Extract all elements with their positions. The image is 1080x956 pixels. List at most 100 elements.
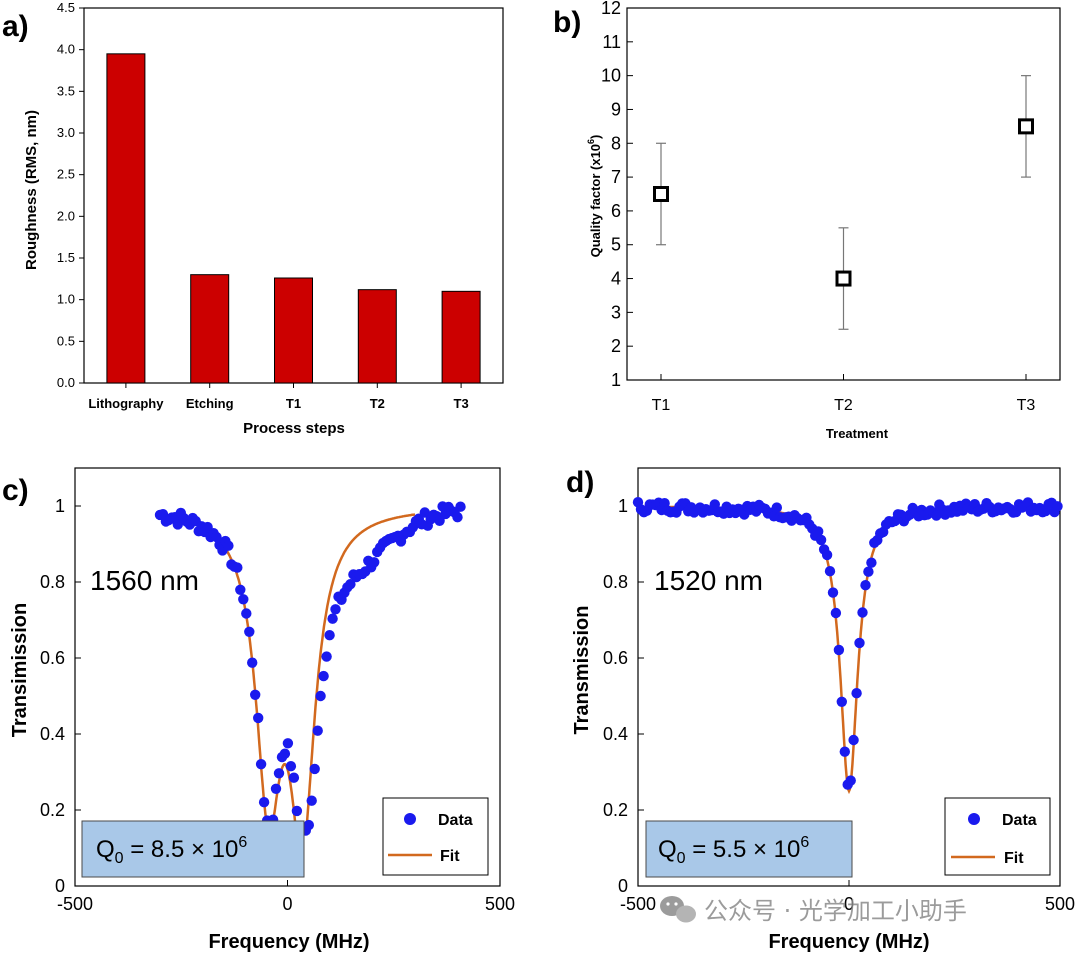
panel-d-q-value: Q0 = 5.5 × 106 — [658, 834, 809, 867]
panel-d-x-tick-label: 500 — [1045, 894, 1075, 914]
panel-d-data-point — [851, 688, 862, 699]
panel-a-y-tick-label: 0.5 — [57, 333, 75, 348]
panel-a-bar-lithography — [106, 53, 146, 384]
panel-a-y-tick-label: 2.0 — [57, 208, 75, 223]
panel-c-data-point — [255, 759, 267, 770]
panel-c-q-symbol: Q — [96, 836, 115, 863]
panel-d-data-point — [854, 637, 865, 649]
panel-b-y-title-main: Quality factor (x10 — [588, 144, 603, 257]
panel-c-data-point — [250, 689, 261, 700]
panel-b-y-tick-label: 9 — [611, 99, 621, 119]
panel-c-legend-data: Data — [438, 812, 473, 829]
panel-d-q-symbol: Q — [658, 836, 677, 863]
panel-c-data-point — [282, 738, 294, 749]
panel-d-data-point — [836, 696, 847, 707]
panel-a-y-tick-label: 1.5 — [57, 250, 75, 265]
panel-c-data-point — [321, 651, 332, 662]
panel-c-data-point — [345, 579, 356, 590]
panel-b-y-title: Quality factor (x106) — [586, 135, 603, 258]
panel-a-x-axis: Lithography Etching T1 T2 T3 — [88, 383, 469, 411]
panel-c-q-value: Q0 = 8.5 × 106 — [96, 834, 247, 867]
panel-a-y-tick-label: 4.0 — [57, 42, 75, 57]
panel-a-y-tick-label: 4.5 — [57, 0, 75, 15]
panel-c-x-title: Frequency (MHz) — [208, 931, 369, 953]
panel-c: c) 00.20.40.60.81-500 0 500 1560 nm Q0 = 8… — [2, 467, 515, 953]
panel-a: a) 0.0 0.5 1.0 1.5 2.0 2.5 3.0 3.5 4.0 4.5 Lithog… — [2, 0, 504, 437]
panel-c-y-tick-label: 0.6 — [40, 648, 65, 668]
panel-d-y-tick-label: 0.6 — [603, 648, 628, 668]
panel-c-data-point — [318, 670, 329, 682]
panel-c-data-point — [279, 748, 291, 759]
panel-b-y-title-exp: 6 — [586, 139, 596, 144]
panel-c-data-point — [211, 531, 222, 543]
panel-c-q-box — [81, 820, 305, 878]
panel-d-legend-data-marker — [968, 813, 980, 825]
panel-c-x-tick-label: 500 — [485, 894, 515, 914]
panel-c-data-point — [303, 819, 314, 831]
panel-d-label: d) — [566, 466, 594, 499]
wechat-icon — [660, 896, 696, 923]
panel-d-legend-box — [944, 797, 1051, 876]
panel-c-data-point — [306, 795, 317, 806]
panel-c-q-sub: 0 — [115, 850, 124, 867]
panel-d-q-sub: 0 — [677, 850, 686, 867]
panel-d-x-tick-label: 0 — [844, 894, 854, 914]
panel-b-y-tick-label: 8 — [611, 133, 621, 153]
panel-d-data-dots — [632, 497, 1063, 790]
panel-b-y-tick-label: 6 — [611, 201, 621, 221]
panel-a-x-tick-label: Etching — [186, 396, 234, 411]
panel-c-data-point — [235, 584, 246, 595]
panel-c-data-point — [241, 608, 252, 619]
panel-c-data-point — [327, 613, 338, 624]
panel-c-data-point — [312, 725, 323, 736]
panel-c-data-point — [291, 805, 303, 817]
panel-a-bar-t1 — [274, 277, 313, 384]
panel-d-data-point — [863, 566, 874, 577]
panel-b-label: b) — [553, 6, 581, 39]
panel-d-q-box — [645, 820, 853, 878]
panel-d-wavelength: 1520 nm — [654, 565, 763, 596]
panel-b-point-t1 — [653, 186, 669, 202]
panel-c-data-point — [434, 515, 445, 526]
panel-c-y-tick-label: 1 — [55, 496, 65, 516]
panel-b-y-tick-label: 10 — [601, 66, 621, 86]
panel-b-x-tick-label: T2 — [834, 397, 853, 414]
panel-b-x-title: Treatment — [826, 426, 889, 441]
panel-c-data-point — [238, 594, 249, 605]
panel-c-data-point — [288, 772, 300, 783]
panel-d-data-point — [848, 734, 859, 746]
panel-a-y-tick-label: 3.0 — [57, 125, 75, 140]
panel-a-bar-t3 — [441, 290, 481, 384]
panel-a-label: a) — [2, 10, 29, 43]
panel-a-x-title: Process steps — [243, 420, 345, 437]
panel-c-x-tick-label: 0 — [282, 894, 292, 914]
panel-c-y-title: Transimission — [9, 603, 31, 738]
panel-a-bar-etching — [190, 274, 230, 384]
panel-b-x-axis: T1 T2 T3 — [652, 374, 1035, 414]
panel-c-label: c) — [2, 474, 29, 507]
panel-c-data-point — [452, 512, 463, 523]
panel-d-y-tick-label: 1 — [618, 496, 628, 516]
panel-c-data-point — [253, 712, 264, 724]
panel-c-data-point — [223, 540, 234, 551]
panel-c-y-tick-label: 0 — [55, 876, 65, 896]
panel-c-legend: Data Fit — [382, 797, 489, 876]
panel-d-data-point — [821, 549, 833, 561]
panel-c-data-point — [315, 690, 326, 702]
panel-c-legend-fit: Fit — [440, 848, 460, 865]
panel-a-y-tick-label: 3.5 — [57, 83, 75, 98]
panel-b-y-title-end: ) — [588, 135, 603, 139]
panel-b-y-tick-label: 7 — [611, 167, 621, 187]
panel-c-data-point — [285, 761, 297, 772]
panel-c-data-point — [419, 507, 430, 518]
panel-a-bar-t2 — [357, 289, 397, 384]
panel-a-x-tick-label: T2 — [370, 396, 385, 411]
panel-d-data-point — [771, 502, 782, 513]
panel-d-data-point — [830, 607, 842, 619]
panel-d-y-title: Transmission — [571, 606, 593, 735]
panel-b-y-tick-label: 4 — [611, 269, 621, 289]
panel-c-data-point — [270, 783, 282, 794]
watermark-text: 公众号 · 光学加工小助手 — [704, 897, 967, 925]
